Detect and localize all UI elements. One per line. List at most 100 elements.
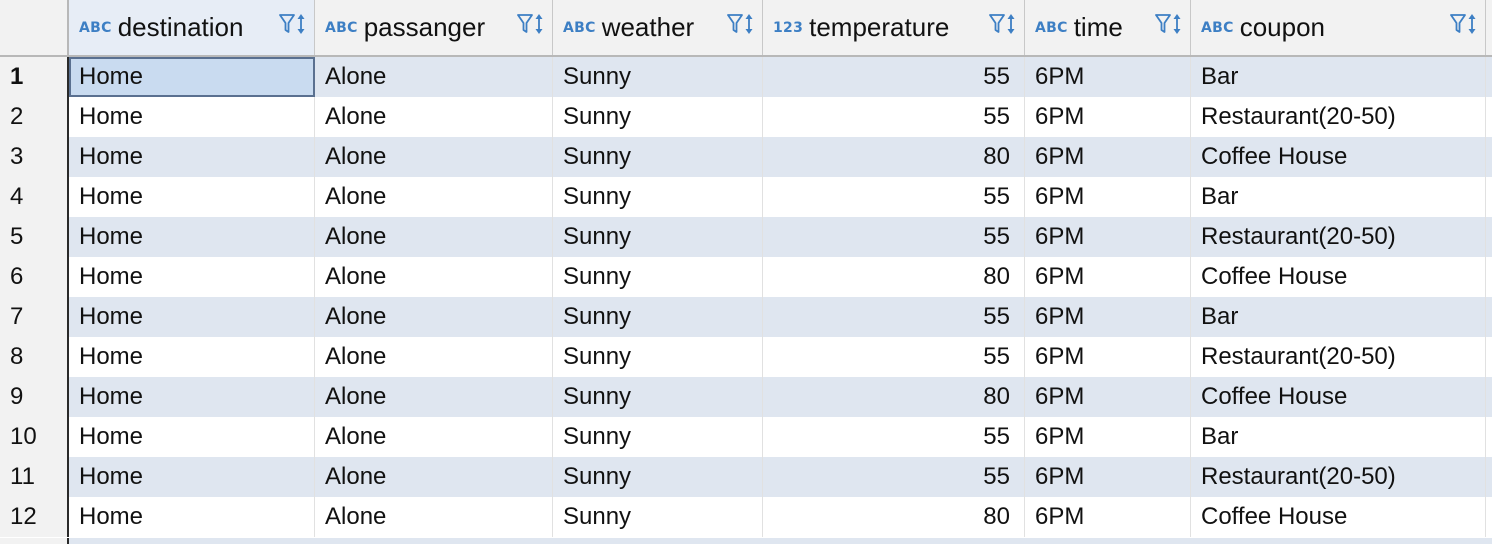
table-cell-temperature[interactable]: 55 bbox=[763, 297, 1025, 337]
table-cell-passanger[interactable]: Alone bbox=[315, 377, 553, 417]
table-cell-passanger[interactable]: Alone bbox=[315, 457, 553, 497]
table-cell-passanger[interactable]: Alone bbox=[315, 497, 553, 537]
table-cell-weather[interactable]: Sunny bbox=[553, 137, 763, 177]
row-number[interactable]: 5 bbox=[0, 217, 69, 257]
column-header-destination[interactable]: ABC destination bbox=[69, 0, 315, 55]
table-cell-time[interactable]: 6PM bbox=[1025, 457, 1191, 497]
table-cell-weather[interactable]: Sunny bbox=[553, 417, 763, 457]
table-cell-coupon[interactable]: Coffee House bbox=[1191, 497, 1486, 537]
table-cell-destination[interactable]: Home bbox=[69, 177, 315, 217]
table-cell-passanger[interactable]: Alone bbox=[315, 257, 553, 297]
filter-icon[interactable] bbox=[989, 13, 1005, 42]
row-number[interactable]: 7 bbox=[0, 297, 69, 337]
sort-arrows-icon[interactable] bbox=[744, 12, 754, 43]
table-row[interactable]: 7 Home Alone Sunny 55 6PM Bar bbox=[0, 297, 1492, 337]
sort-arrows-icon[interactable] bbox=[296, 12, 306, 43]
sort-arrows-icon[interactable] bbox=[534, 12, 544, 43]
row-number[interactable]: 11 bbox=[0, 457, 69, 497]
table-cell-weather[interactable]: Sunny bbox=[553, 217, 763, 257]
table-cell-time[interactable]: 6PM bbox=[1025, 417, 1191, 457]
table-cell-weather[interactable]: Sunny bbox=[553, 337, 763, 377]
filter-icon[interactable] bbox=[1155, 13, 1171, 42]
column-header-time[interactable]: ABC time bbox=[1025, 0, 1191, 55]
table-row[interactable]: 8 Home Alone Sunny 55 6PM Restaurant(20-50) bbox=[0, 337, 1492, 377]
table-cell-destination[interactable]: Home bbox=[69, 417, 315, 457]
table-cell-coupon[interactable]: Coffee House bbox=[1191, 377, 1486, 417]
table-row[interactable]: 1 Home Alone Sunny 55 6PM Bar bbox=[0, 57, 1492, 97]
row-number[interactable]: 8 bbox=[0, 337, 69, 377]
table-cell-time[interactable]: 6PM bbox=[1025, 337, 1191, 377]
table-cell-time[interactable]: 6PM bbox=[1025, 57, 1191, 97]
table-cell-temperature[interactable]: 55 bbox=[763, 337, 1025, 377]
table-cell-time[interactable]: 6PM bbox=[1025, 137, 1191, 177]
row-number[interactable]: 4 bbox=[0, 177, 69, 217]
table-row[interactable]: 2 Home Alone Sunny 55 6PM Restaurant(20-50) bbox=[0, 97, 1492, 137]
table-cell-destination[interactable]: Home bbox=[69, 497, 315, 537]
table-cell-coupon[interactable]: Bar bbox=[1191, 57, 1486, 97]
table-cell-destination[interactable]: Home bbox=[69, 97, 315, 137]
filter-icon[interactable] bbox=[1450, 13, 1466, 42]
table-cell-time[interactable]: 6PM bbox=[1025, 257, 1191, 297]
table-cell-destination[interactable]: Home bbox=[69, 297, 315, 337]
column-header-coupon[interactable]: ABC coupon bbox=[1191, 0, 1486, 55]
table-cell-temperature[interactable]: 55 bbox=[763, 217, 1025, 257]
table-cell-time[interactable]: 6PM bbox=[1025, 377, 1191, 417]
table-cell-coupon[interactable]: Restaurant(20-50) bbox=[1191, 457, 1486, 497]
row-number[interactable]: 1 bbox=[0, 57, 69, 97]
sort-arrows-icon[interactable] bbox=[1172, 12, 1182, 43]
column-header-weather[interactable]: ABC weather bbox=[553, 0, 763, 55]
table-cell-coupon[interactable]: Bar bbox=[1191, 417, 1486, 457]
table-cell-temperature[interactable]: 55 bbox=[763, 177, 1025, 217]
table-cell-passanger[interactable]: Alone bbox=[315, 97, 553, 137]
table-cell-destination[interactable]: Home bbox=[69, 137, 315, 177]
table-cell-temperature[interactable]: 55 bbox=[763, 97, 1025, 137]
table-cell-weather[interactable]: Sunny bbox=[553, 297, 763, 337]
row-number[interactable]: 2 bbox=[0, 97, 69, 137]
filter-icon[interactable] bbox=[517, 13, 533, 42]
table-cell-temperature[interactable]: 55 bbox=[763, 57, 1025, 97]
table-cell-passanger[interactable]: Alone bbox=[315, 177, 553, 217]
table-cell-weather[interactable]: Sunny bbox=[553, 257, 763, 297]
table-cell-passanger[interactable]: Alone bbox=[315, 337, 553, 377]
column-header-temperature[interactable]: 123 temperature bbox=[763, 0, 1025, 55]
table-row[interactable]: 12 Home Alone Sunny 80 6PM Coffee House bbox=[0, 497, 1492, 537]
table-cell-coupon[interactable]: Restaurant(20-50) bbox=[1191, 217, 1486, 257]
row-number[interactable]: 6 bbox=[0, 257, 69, 297]
table-cell-temperature[interactable]: 55 bbox=[763, 417, 1025, 457]
table-cell-coupon[interactable]: Restaurant(20-50) bbox=[1191, 97, 1486, 137]
filter-icon[interactable] bbox=[727, 13, 743, 42]
table-cell-time[interactable]: 6PM bbox=[1025, 177, 1191, 217]
table-row[interactable]: 11 Home Alone Sunny 55 6PM Restaurant(20-50) bbox=[0, 457, 1492, 497]
filter-icon[interactable] bbox=[279, 13, 295, 42]
sort-arrows-icon[interactable] bbox=[1467, 12, 1477, 43]
table-cell-weather[interactable]: Sunny bbox=[553, 97, 763, 137]
table-cell-weather[interactable]: Sunny bbox=[553, 457, 763, 497]
table-cell-temperature[interactable]: 55 bbox=[763, 457, 1025, 497]
table-cell-weather[interactable]: Sunny bbox=[553, 497, 763, 537]
table-cell-time[interactable]: 6PM bbox=[1025, 97, 1191, 137]
row-number[interactable]: 3 bbox=[0, 137, 69, 177]
table-cell-weather[interactable]: Sunny bbox=[553, 57, 763, 97]
table-cell-time[interactable]: 6PM bbox=[1025, 297, 1191, 337]
table-cell-destination[interactable]: Home bbox=[69, 57, 315, 97]
table-cell-temperature[interactable]: 80 bbox=[763, 497, 1025, 537]
table-cell-time[interactable]: 6PM bbox=[1025, 217, 1191, 257]
table-cell-coupon[interactable]: Coffee House bbox=[1191, 137, 1486, 177]
table-cell-weather[interactable]: Sunny bbox=[553, 377, 763, 417]
table-cell-passanger[interactable]: Alone bbox=[315, 137, 553, 177]
column-header-passanger[interactable]: ABC passanger bbox=[315, 0, 553, 55]
table-cell-weather[interactable]: Sunny bbox=[553, 177, 763, 217]
row-number[interactable]: 12 bbox=[0, 497, 69, 537]
table-row[interactable]: 9 Home Alone Sunny 80 6PM Coffee House bbox=[0, 377, 1492, 417]
table-cell-time[interactable]: 6PM bbox=[1025, 497, 1191, 537]
table-cell-destination[interactable]: Home bbox=[69, 217, 315, 257]
table-cell-passanger[interactable]: Alone bbox=[315, 217, 553, 257]
table-row[interactable]: 4 Home Alone Sunny 55 6PM Bar bbox=[0, 177, 1492, 217]
table-cell-coupon[interactable]: Coffee House bbox=[1191, 257, 1486, 297]
table-row[interactable]: 10 Home Alone Sunny 55 6PM Bar bbox=[0, 417, 1492, 457]
sort-arrows-icon[interactable] bbox=[1006, 12, 1016, 43]
table-cell-destination[interactable]: Home bbox=[69, 337, 315, 377]
table-cell-temperature[interactable]: 80 bbox=[763, 377, 1025, 417]
table-cell-passanger[interactable]: Alone bbox=[315, 417, 553, 457]
table-cell-coupon[interactable]: Bar bbox=[1191, 297, 1486, 337]
